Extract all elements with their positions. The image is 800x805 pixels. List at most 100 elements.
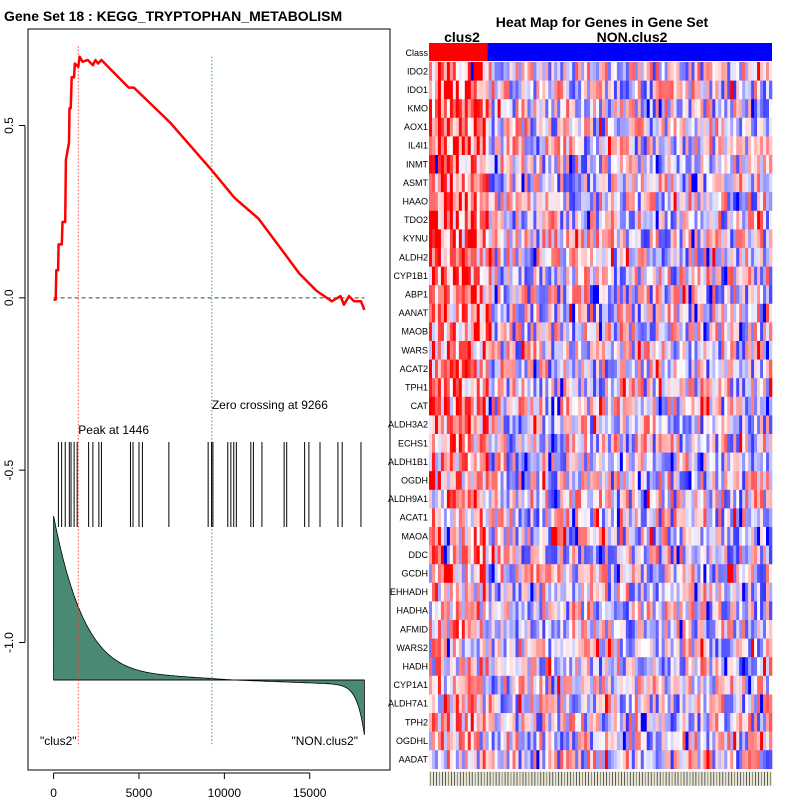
heatmap-cell [760, 285, 764, 305]
heatmap-cell [757, 378, 761, 398]
heatmap-cell [461, 173, 466, 193]
heatmap-cell [440, 545, 445, 565]
heatmap-cell [724, 415, 728, 435]
heatmap-cell [584, 192, 588, 212]
heatmap-cell [527, 229, 531, 249]
heatmap-cell [721, 694, 725, 714]
heatmap-cell [763, 285, 767, 305]
heatmap-cell [515, 582, 519, 602]
heatmap-cell [760, 508, 764, 528]
heatmap-cell [622, 527, 627, 546]
heatmap-cell [467, 266, 472, 286]
heatmap-cell [628, 638, 633, 658]
heatmap-cell [634, 192, 639, 212]
heatmap-cell [545, 713, 549, 732]
heatmap-cell [715, 434, 719, 453]
heatmap-cell [485, 378, 489, 398]
heatmap-cell [601, 80, 606, 100]
heatmap-cell [745, 694, 749, 714]
heatmap-cell [664, 192, 668, 212]
heatmap-cell [616, 527, 621, 546]
heatmap-cell [724, 62, 728, 81]
heatmap-cell [619, 713, 624, 732]
heatmap-cell [521, 359, 525, 379]
heatmap-cell [757, 601, 761, 621]
heatmap-cell [458, 341, 463, 360]
heatmap-cell [449, 303, 454, 323]
heatmap-cell [694, 266, 698, 286]
heatmap-cell [512, 359, 516, 379]
heatmap-cell [476, 99, 480, 119]
heatmap-cell [706, 471, 710, 491]
gene-label: TPH2 [405, 717, 428, 727]
heatmap-cell [581, 675, 585, 695]
heatmap-cell [751, 62, 755, 81]
heatmap-cell [730, 545, 734, 565]
heatmap-cell [560, 452, 564, 472]
heatmap-cell [524, 285, 528, 305]
heatmap-cell [464, 471, 469, 491]
heatmap-cell [724, 396, 728, 416]
heatmap-cell [482, 229, 486, 249]
heatmap-cell [661, 601, 665, 621]
heatmap-cell [607, 266, 612, 286]
heatmap-cell [682, 638, 686, 658]
heatmap-cell [757, 322, 761, 342]
heatmap-cell [461, 378, 466, 398]
heatmap-cell [488, 155, 492, 174]
heatmap-cell [545, 638, 549, 658]
heatmap-cell [649, 750, 653, 770]
heatmap-cell [676, 657, 680, 677]
heatmap-cell [479, 229, 483, 249]
heatmap-cell [601, 601, 606, 621]
heatmap-cell [584, 359, 588, 379]
heatmap-cell [506, 657, 510, 677]
heatmap-cell [748, 675, 752, 695]
heatmap-cell [652, 99, 656, 119]
heatmap-cell [724, 601, 728, 621]
heatmap-cell [658, 434, 662, 453]
heatmap-cell [718, 80, 722, 100]
heatmap-cell [461, 638, 466, 658]
heatmap-cell [679, 564, 683, 584]
heatmap-cell [634, 136, 639, 156]
heatmap-cell [703, 378, 707, 398]
heatmap-cell [429, 80, 433, 100]
heatmap-cell [742, 155, 746, 174]
heatmap-cell [593, 155, 597, 174]
heatmap-cell [431, 508, 436, 528]
heatmap-cell [661, 434, 665, 453]
heatmap-cell [467, 415, 472, 435]
heatmap-cell [497, 489, 501, 509]
heatmap-cell [691, 136, 695, 156]
heatmap-cell [545, 694, 549, 714]
heatmap-cell [745, 99, 749, 119]
heatmap-cell [524, 415, 528, 435]
heatmap-cell [637, 62, 642, 81]
heatmap-cell [736, 638, 740, 658]
heatmap-cell [610, 62, 615, 81]
heatmap-cell [661, 564, 665, 584]
heatmap-cell [670, 378, 674, 398]
heatmap-cell [503, 415, 507, 435]
heatmap-cell [452, 489, 457, 509]
heatmap-cell [652, 675, 656, 695]
heatmap-cell [664, 675, 668, 695]
heatmap-cell [709, 229, 713, 249]
heatmap-cell [452, 303, 457, 323]
heatmap-cell [587, 527, 591, 546]
heatmap-cell [721, 378, 725, 398]
heatmap-cell [530, 527, 534, 546]
heatmap-cell [754, 471, 758, 491]
heatmap-cell [533, 638, 537, 658]
heatmap-cell [473, 713, 478, 732]
heatmap-cell [676, 80, 680, 100]
heatmap-cell [482, 248, 486, 267]
heatmap-cell [628, 657, 633, 677]
heatmap-cell [733, 508, 737, 528]
heatmap-cell [593, 675, 597, 695]
heatmap-cell [521, 396, 525, 416]
heatmap-cell [673, 731, 677, 751]
heatmap-cell [763, 359, 767, 379]
heatmap-cell [512, 136, 516, 156]
